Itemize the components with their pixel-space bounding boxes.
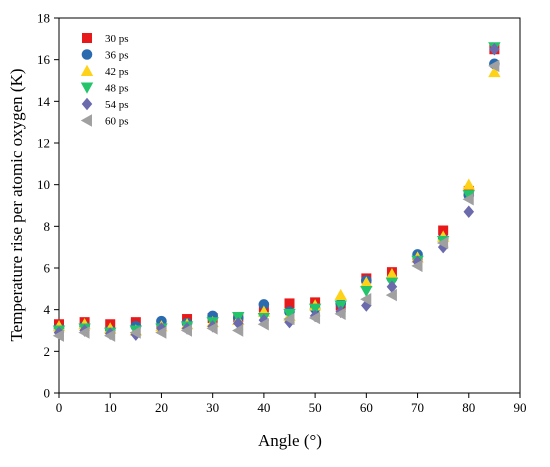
y-tick-label: 10 (37, 177, 50, 192)
x-tick-label: 50 (309, 400, 322, 415)
data-point (180, 324, 193, 337)
legend-label: 60 ps (105, 116, 129, 128)
data-point (232, 324, 244, 337)
y-tick-label: 14 (37, 94, 51, 109)
axis-ticks: 0 10 20 30 40 50 60 70 80 90 0 2 4 6 8 10 12 14 16 18 (37, 11, 527, 416)
data-point (155, 326, 167, 339)
legend-label: 42 ps (105, 66, 129, 78)
y-tick-label: 8 (44, 219, 51, 234)
data-point (129, 326, 141, 339)
x-tick-label: 60 (360, 400, 373, 415)
data-point (360, 276, 373, 288)
data-point (308, 303, 322, 315)
data-point (360, 293, 372, 306)
data-point (462, 178, 475, 190)
y-tick-label: 6 (44, 261, 51, 276)
data-point (488, 59, 500, 73)
x-axis-title: Angle (°) (258, 431, 322, 450)
x-tick-label: 70 (411, 400, 424, 415)
y-tick-label: 16 (37, 52, 51, 67)
y-tick-label: 12 (37, 136, 50, 151)
data-point (385, 268, 399, 280)
series-60-ps (52, 59, 500, 342)
data-points (52, 42, 501, 342)
legend-marker (82, 33, 92, 43)
y-axis-title: Temperature rise per atomic oxygen (K) (7, 68, 26, 341)
data-point (462, 193, 474, 206)
y-tick-label: 4 (44, 302, 51, 317)
data-point (308, 311, 321, 325)
x-tick-label: 80 (462, 400, 475, 415)
data-point (104, 329, 116, 342)
legend-marker (81, 97, 93, 111)
data-point (334, 307, 346, 321)
data-point (462, 190, 475, 202)
legend-label: 54 ps (105, 99, 129, 111)
y-tick-label: 18 (37, 11, 50, 26)
data-point (78, 326, 90, 339)
data-point (436, 236, 449, 250)
data-point (463, 205, 475, 218)
data-point (489, 43, 500, 56)
legend-marker (81, 49, 93, 60)
data-point (438, 225, 449, 236)
plot-area (58, 17, 521, 394)
data-point (258, 299, 270, 310)
data-point (206, 322, 218, 335)
data-point (284, 298, 295, 309)
y-tick-label: 0 (44, 386, 51, 401)
data-point (283, 312, 295, 326)
legend-label: 36 ps (105, 50, 129, 62)
data-point (411, 259, 423, 273)
legend-marker (80, 114, 92, 127)
plot-frame (58, 17, 521, 394)
data-point (257, 318, 269, 331)
data-point (386, 280, 398, 293)
data-point (334, 288, 347, 301)
x-tick-label: 90 (514, 400, 527, 415)
data-point (488, 65, 501, 78)
x-tick-label: 30 (206, 400, 219, 415)
legend-marker (80, 64, 94, 76)
y-tick-label: 2 (44, 344, 51, 359)
data-point (52, 329, 64, 342)
data-point (283, 308, 296, 321)
data-point (385, 288, 397, 302)
legend-label: 30 ps (105, 33, 129, 45)
data-point (360, 285, 373, 298)
x-tick-label: 10 (104, 400, 117, 415)
legend-label: 48 ps (105, 83, 129, 95)
legend: 30 ps 36 ps 42 ps 48 ps 54 ps 60 ps (80, 33, 129, 128)
legend-marker (80, 82, 94, 94)
x-tick-label: 20 (155, 400, 168, 415)
x-tick-label: 0 (56, 400, 63, 415)
x-tick-label: 40 (257, 400, 270, 415)
